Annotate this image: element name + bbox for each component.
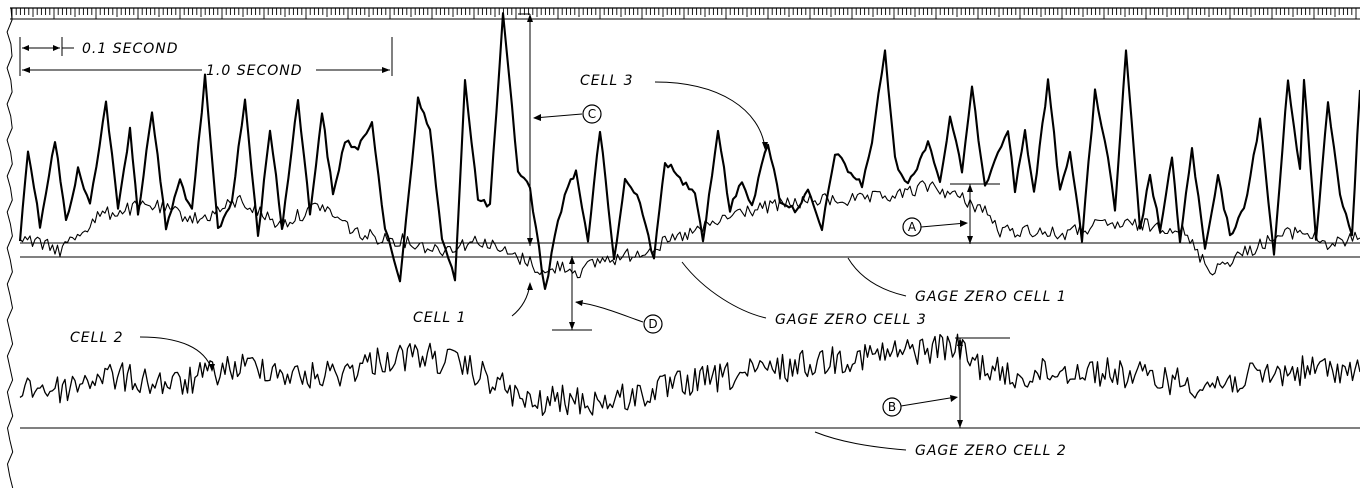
- measurement-d: D: [552, 256, 663, 334]
- marker-c-label: C: [588, 107, 596, 121]
- measurement-b: B: [882, 337, 1010, 428]
- label-0-1-second: 0.1 SECOND: [82, 41, 179, 57]
- label-cell-3: CELL 3: [580, 73, 634, 89]
- baselines: [20, 242, 1360, 429]
- label-1-0-second: 1.0 SECOND: [206, 63, 303, 79]
- measurement-a: A: [902, 183, 1000, 244]
- marker-b-label: B: [888, 400, 896, 414]
- trace-cell-3: [18, 12, 1360, 291]
- ruler-ticks: [11, 8, 1357, 19]
- timing-ruler: [10, 7, 1360, 20]
- measurement-c: C: [518, 13, 602, 246]
- paper-edge: [6, 7, 14, 488]
- label-gage-zero-cell-1: GAGE ZERO CELL 1: [915, 289, 1067, 305]
- trace-labels: CELL 3 CELL 1 GAGE ZERO CELL 1 GAGE ZERO…: [70, 73, 1067, 459]
- timing-scale: 0.1 SECOND 1.0 SECOND: [19, 37, 393, 79]
- trace-cell-1: [19, 180, 1360, 279]
- label-cell-2: CELL 2: [70, 330, 124, 346]
- label-gage-zero-cell-2: GAGE ZERO CELL 2: [915, 443, 1067, 459]
- marker-a-label: A: [908, 220, 917, 234]
- trace-cell-2: [19, 333, 1360, 416]
- label-gage-zero-cell-3: GAGE ZERO CELL 3: [775, 312, 927, 328]
- label-cell-1: CELL 1: [413, 310, 467, 326]
- marker-d-label: D: [648, 317, 657, 331]
